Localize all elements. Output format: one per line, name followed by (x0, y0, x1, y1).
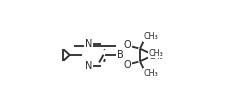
Text: CH₃: CH₃ (148, 52, 163, 61)
Text: N: N (85, 39, 92, 49)
Text: N: N (85, 61, 92, 71)
Text: CH₃: CH₃ (148, 49, 163, 58)
Text: O: O (123, 40, 131, 50)
Text: CH₃: CH₃ (144, 69, 158, 78)
Text: O: O (123, 60, 131, 70)
Text: CH₃: CH₃ (144, 32, 158, 41)
Text: B: B (117, 50, 124, 60)
